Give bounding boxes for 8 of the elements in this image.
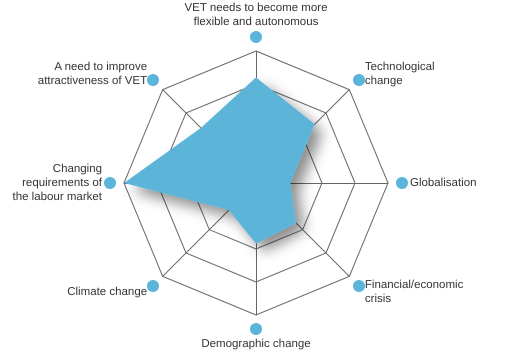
spoke-label: Climate change [67,286,148,298]
spoke-label: VET needs to become more flexible and autonomous [184,2,328,28]
spoke-label: Globalisation [410,177,476,189]
spoke-label: Financial/economic crisis [364,278,464,305]
spoke-label: Demographic change [201,338,311,350]
spoke-label: Technological change [364,61,435,88]
spoke-label: A need to improve attractiveness of VET [38,61,148,88]
spoke-label: Changing requirements of the labour market [12,163,103,203]
